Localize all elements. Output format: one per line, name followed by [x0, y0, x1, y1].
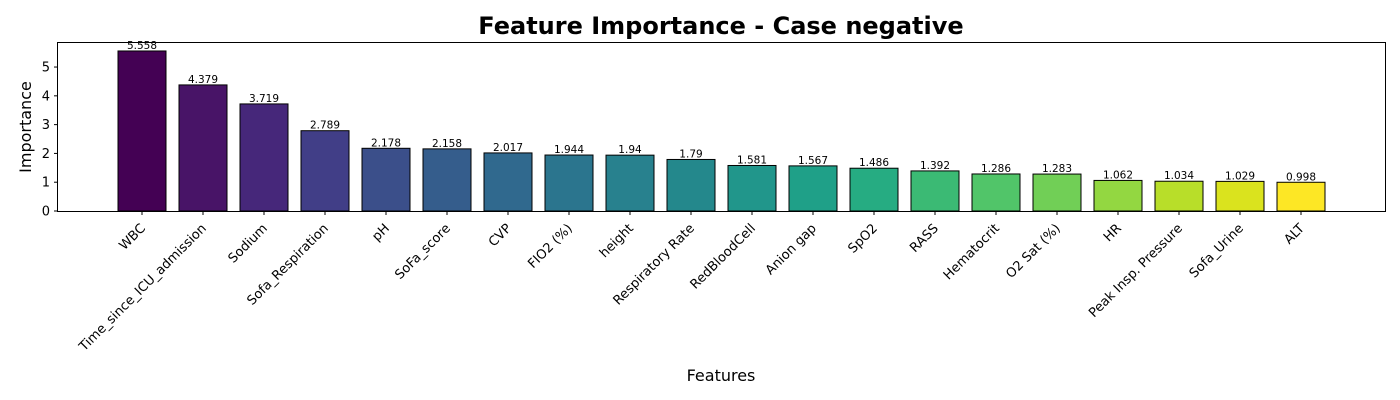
value-label-7: 2.017 — [493, 142, 523, 154]
x-tick-label-13: SpO2 — [845, 221, 880, 256]
bar-15 — [971, 173, 1021, 212]
x-axis-label: Features — [687, 366, 756, 385]
bar-17 — [1093, 179, 1143, 212]
x-tick-label-11: RedBloodCell — [688, 221, 759, 292]
value-label-16: 1.283 — [1042, 163, 1072, 175]
value-label-10: 1.79 — [679, 148, 702, 160]
x-tick-label-3: Sodium — [226, 221, 271, 266]
x-tick-label-16: O2 Sat (%) — [1003, 221, 1064, 282]
y-tick-label-4: 4 — [42, 89, 50, 104]
y-tick-label-1: 1 — [42, 176, 50, 191]
y-axis-label: Importance — [16, 81, 35, 173]
bar-8 — [544, 154, 594, 212]
value-label-18: 1.034 — [1164, 170, 1194, 182]
bar-11 — [727, 164, 777, 212]
x-tick-label-19: Sofa_Urine — [1187, 221, 1247, 281]
value-label-9: 1.94 — [618, 144, 642, 156]
bar-20 — [1276, 181, 1326, 212]
y-tick-label-3: 3 — [42, 118, 50, 133]
x-tick-label-5: pH — [369, 221, 392, 244]
value-label-4: 2.789 — [310, 120, 340, 132]
y-tick-label-0: 0 — [42, 205, 50, 220]
value-label-8: 1.944 — [554, 144, 584, 156]
x-tick-label-15: Hematocrit — [941, 221, 1003, 283]
x-tick-label-2: Time_since_ICU_admission — [76, 221, 210, 355]
x-tick-label-17: HR — [1101, 221, 1125, 245]
x-tick-label-6: SoFa_score — [392, 221, 453, 282]
bar-2 — [178, 84, 228, 212]
value-label-13: 1.486 — [859, 157, 889, 169]
value-labels-group: 5.558 4.379 3.719 2.789 2.178 2.158 2.017 1.944… — [127, 40, 1316, 183]
y-tick-label-5: 5 — [42, 61, 50, 76]
value-label-2: 4.379 — [188, 74, 218, 86]
x-tick-label-20: ALT — [1281, 221, 1307, 247]
value-label-11: 1.581 — [737, 154, 767, 166]
bar-10 — [666, 158, 716, 212]
value-label-12: 1.567 — [798, 155, 828, 167]
bar-7 — [483, 152, 533, 212]
x-tick-label-8: FIO2 (%) — [525, 221, 576, 272]
chart-title: Feature Importance - Case negative — [478, 12, 963, 40]
value-label-1: 5.558 — [127, 40, 157, 52]
x-tick-label-14: RASS — [907, 221, 942, 256]
bar-4 — [300, 130, 350, 212]
x-tick-label-12: Anion gap — [763, 221, 820, 278]
value-label-6: 2.158 — [432, 138, 462, 150]
bars-group — [117, 50, 1326, 212]
value-label-3: 3.719 — [249, 93, 279, 105]
y-axis: 0 1 2 3 4 5 — [42, 61, 58, 220]
value-label-5: 2.178 — [371, 137, 401, 149]
value-label-19: 1.029 — [1225, 170, 1255, 182]
x-tick-label-1: WBC — [117, 221, 149, 253]
x-tick-label-9: height — [597, 221, 637, 261]
value-label-15: 1.286 — [981, 163, 1011, 175]
bar-16 — [1032, 173, 1082, 212]
bar-14 — [910, 170, 960, 212]
value-label-14: 1.392 — [920, 160, 950, 172]
value-label-17: 1.062 — [1103, 169, 1133, 181]
bar-12 — [788, 165, 838, 212]
bar-18 — [1154, 180, 1204, 212]
bar-9 — [605, 154, 655, 212]
bar-19 — [1215, 180, 1265, 212]
plot-frame — [57, 42, 1386, 212]
bar-3 — [239, 103, 289, 212]
bar-6 — [422, 148, 472, 212]
bar-1 — [117, 50, 167, 212]
bar-13 — [849, 167, 899, 212]
value-label-20: 0.998 — [1286, 171, 1316, 183]
y-tick-label-2: 2 — [42, 147, 50, 162]
bar-5 — [361, 147, 411, 212]
x-tick-label-7: CVP — [486, 221, 515, 250]
x-tick-label-18: Peak Insp. Pressure — [1086, 221, 1186, 321]
